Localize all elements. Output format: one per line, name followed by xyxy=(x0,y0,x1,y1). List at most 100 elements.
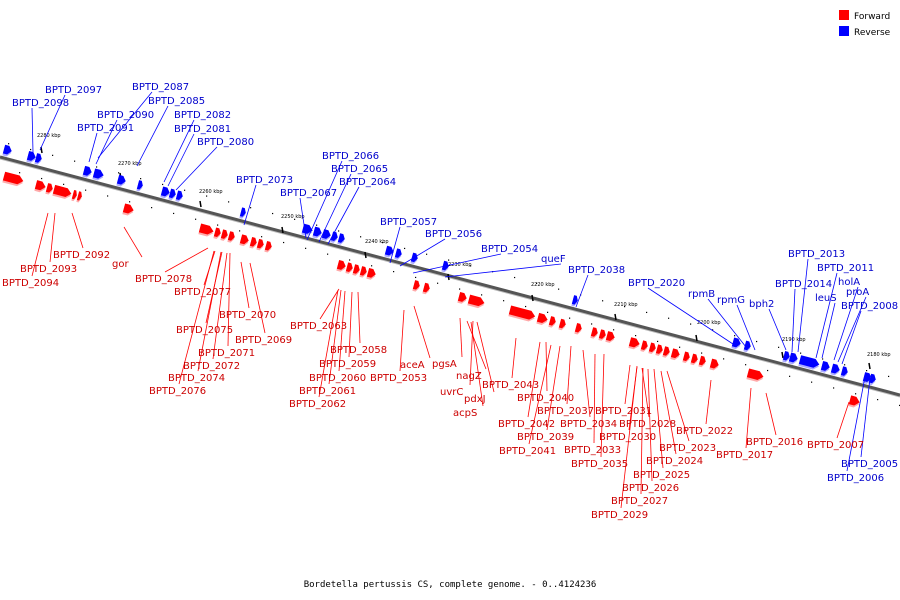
forward-gene-arrow[interactable] xyxy=(670,348,681,361)
reverse-gene-arrow[interactable] xyxy=(840,366,849,378)
minor-tick xyxy=(151,207,153,209)
reverse-leader-line xyxy=(163,119,195,183)
forward-gene-arrow[interactable] xyxy=(508,305,536,323)
forward-leader-line xyxy=(640,367,644,495)
reverse-gene-arrow[interactable] xyxy=(321,229,332,242)
forward-gene-arrow[interactable] xyxy=(198,223,214,238)
forward-gene-arrow[interactable] xyxy=(662,346,671,358)
forward-gene-arrow[interactable] xyxy=(648,342,657,355)
forward-gene-arrow[interactable] xyxy=(34,180,46,193)
forward-gene-arrow[interactable] xyxy=(227,231,236,243)
forward-gene-arrow[interactable] xyxy=(536,312,548,326)
forward-gene-arrow[interactable] xyxy=(558,318,567,331)
forward-gene-arrow[interactable] xyxy=(336,260,347,273)
forward-gene-arrow[interactable] xyxy=(52,184,72,200)
reverse-gene-arrow[interactable] xyxy=(168,188,177,201)
forward-gene-arrow[interactable] xyxy=(352,264,361,276)
forward-gene-arrow[interactable] xyxy=(598,329,607,341)
minor-tick xyxy=(52,154,54,156)
reverse-leader-line xyxy=(39,94,66,151)
forward-gene-label: acpS xyxy=(453,408,477,419)
reverse-leader-line xyxy=(389,226,401,264)
forward-gene-arrow[interactable] xyxy=(366,267,377,281)
reverse-gene-arrow[interactable] xyxy=(116,174,127,188)
minor-tick xyxy=(767,369,769,372)
forward-gene-arrow[interactable] xyxy=(548,316,557,328)
forward-gene-arrow[interactable] xyxy=(122,203,134,216)
forward-gene-arrow[interactable] xyxy=(345,262,354,274)
forward-gene-arrow[interactable] xyxy=(682,351,691,364)
reverse-gene-arrow[interactable] xyxy=(743,340,752,353)
reverse-gene-arrow[interactable] xyxy=(384,245,395,259)
forward-gene-arrow[interactable] xyxy=(848,395,860,408)
forward-gene-arrow[interactable] xyxy=(264,240,273,253)
reverse-gene-arrow[interactable] xyxy=(239,207,247,219)
forward-gene-arrow[interactable] xyxy=(2,171,24,188)
reverse-gene-arrow[interactable] xyxy=(830,363,841,377)
forward-gene-arrow[interactable] xyxy=(213,227,222,240)
forward-gene-arrow[interactable] xyxy=(412,280,421,292)
minor-tick xyxy=(294,218,296,220)
minor-tick xyxy=(217,224,219,226)
reverse-gene-arrow[interactable] xyxy=(2,144,13,158)
forward-gene-arrow[interactable] xyxy=(71,189,78,202)
forward-gene-arrow[interactable] xyxy=(422,282,431,295)
reverse-gene-arrow[interactable] xyxy=(160,186,171,199)
forward-gene-arrow[interactable] xyxy=(709,358,720,372)
forward-gene-arrow[interactable] xyxy=(574,322,583,335)
forward-gene-arrow[interactable] xyxy=(605,331,616,344)
forward-gene-arrow[interactable] xyxy=(698,355,707,368)
forward-gene-arrow[interactable] xyxy=(640,340,649,352)
forward-gene-label: BPTD_2092 xyxy=(53,250,110,261)
reverse-gene-arrow[interactable] xyxy=(82,165,93,179)
minor-tick xyxy=(778,346,780,348)
reverse-leader-line xyxy=(647,287,737,347)
forward-gene-label: aceA xyxy=(400,360,425,371)
figure-caption: Bordetella pertussis CS, complete genome… xyxy=(304,580,597,590)
forward-gene-arrow[interactable] xyxy=(249,237,258,249)
reverse-gene-arrow[interactable] xyxy=(301,223,313,237)
forward-gene-arrow[interactable] xyxy=(467,294,485,310)
reverse-gene-arrow[interactable] xyxy=(820,361,831,374)
forward-leader-line xyxy=(600,353,605,458)
ruler-kbp-label: 2190 kbp xyxy=(782,337,806,343)
reverse-gene-arrow[interactable] xyxy=(92,168,104,182)
reverse-leader-line xyxy=(97,91,153,159)
forward-gene-arrow[interactable] xyxy=(690,353,699,366)
forward-gene-arrow[interactable] xyxy=(359,266,368,278)
reverse-leader-line xyxy=(31,107,34,153)
reverse-gene-arrow[interactable] xyxy=(34,153,43,165)
forward-gene-arrow[interactable] xyxy=(590,327,599,339)
forward-gene-arrow[interactable] xyxy=(220,229,229,241)
reverse-gene-arrow[interactable] xyxy=(337,233,346,245)
forward-gene-label: BPTD_2075 xyxy=(176,325,233,336)
reverse-gene-label: BPTD_2081 xyxy=(174,124,231,135)
minor-tick xyxy=(8,143,10,145)
reverse-gene-arrow[interactable] xyxy=(394,248,403,260)
reverse-gene-arrow[interactable] xyxy=(798,355,820,371)
forward-gene-arrow[interactable] xyxy=(655,344,664,356)
ruler-kbp-label: 2180 kbp xyxy=(867,352,891,358)
reverse-gene-arrow[interactable] xyxy=(788,352,799,366)
minor-tick xyxy=(272,212,274,215)
forward-leader-line xyxy=(528,344,552,445)
reverse-gene-arrow[interactable] xyxy=(26,151,37,164)
reverse-gene-arrow[interactable] xyxy=(312,226,323,240)
forward-gene-arrow[interactable] xyxy=(746,368,764,383)
forward-gene-arrow[interactable] xyxy=(457,292,468,305)
forward-gene-arrow[interactable] xyxy=(239,234,250,247)
minor-tick xyxy=(250,207,252,209)
forward-gene-arrow[interactable] xyxy=(76,191,83,203)
minor-tick xyxy=(404,247,406,250)
reverse-gene-arrow[interactable] xyxy=(136,180,144,192)
reverse-gene-arrow[interactable] xyxy=(441,260,450,273)
minor-tick xyxy=(888,375,890,378)
forward-gene-arrow[interactable] xyxy=(45,183,54,195)
reverse-gene-arrow[interactable] xyxy=(782,350,791,363)
forward-gene-arrow[interactable] xyxy=(256,238,265,251)
reverse-gene-arrow[interactable] xyxy=(571,295,579,307)
ruler-kbp-label: 2240 kbp xyxy=(365,239,389,245)
reverse-gene-arrow[interactable] xyxy=(175,190,184,202)
forward-gene-arrow[interactable] xyxy=(628,337,640,350)
